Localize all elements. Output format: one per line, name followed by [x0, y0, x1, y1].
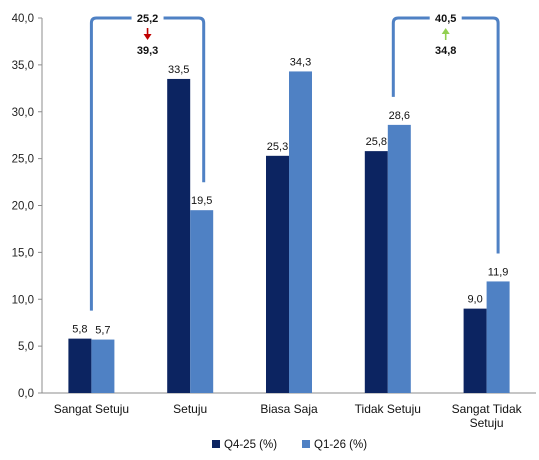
y-tick-label: 35,0 [12, 60, 34, 72]
bar [387, 124, 411, 393]
data-label: 25,8 [366, 136, 387, 148]
annotation-bottom-value: 34,8 [435, 45, 456, 57]
data-label: 5,7 [95, 325, 110, 337]
annotation-top-value: 40,5 [435, 13, 456, 25]
y-tick-label: 25,0 [12, 154, 34, 166]
x-category-label: Setuju [470, 416, 504, 430]
y-tick-label: 5,0 [18, 341, 34, 353]
bar [167, 78, 191, 393]
axes: 0,0 5,0 10,0 15,0 20,0 25,0 30,0 35,0 40,0 Sangat… [12, 13, 536, 430]
bar [463, 308, 487, 393]
y-tick-label: 10,0 [12, 294, 34, 306]
annotation-top-value: 25,2 [137, 13, 158, 25]
bar [364, 151, 388, 393]
x-category-label: Setuju [173, 402, 207, 416]
arrow-down-icon [143, 34, 152, 40]
bar [266, 155, 289, 393]
legend: Q4-25 (%) Q1-26 (%) [212, 439, 367, 451]
annotation-bottom-value: 39,3 [137, 45, 158, 57]
legend-swatch [302, 440, 310, 448]
bars [68, 71, 510, 393]
data-label: 11,9 [488, 266, 509, 278]
y-tick-label: 20,0 [12, 201, 34, 213]
data-label: 28,6 [389, 110, 410, 122]
y-tick-label: 0,0 [18, 388, 34, 400]
bar [68, 338, 92, 393]
x-category-label: Tidak Setuju [355, 402, 421, 416]
y-tick-label: 30,0 [12, 107, 34, 119]
x-category-label: Biasa Saja [260, 402, 318, 416]
data-label: 19,5 [191, 195, 212, 207]
bar [190, 210, 214, 393]
arrow-up-icon [441, 28, 450, 34]
legend-label: Q4-25 (%) [224, 439, 277, 451]
y-tick-label: 40,0 [12, 13, 34, 25]
data-label: 25,3 [267, 141, 288, 153]
annotations: 25,2 39,3 40,5 34,8 [89, 10, 500, 311]
x-category-label: Sangat Setuju [54, 402, 129, 416]
data-label: 33,5 [168, 64, 189, 76]
data-label: 34,3 [290, 56, 311, 68]
annotation-backdrop [429, 10, 462, 24]
legend-label: Q1-26 (%) [314, 439, 367, 451]
annotation-backdrop [131, 10, 164, 24]
legend-swatch [212, 440, 220, 448]
data-labels: 5,8 33,5 25,3 25,8 9,0 5,7 19,5 34,3 28,6 11,9 [72, 56, 508, 336]
data-label: 9,0 [467, 294, 482, 306]
y-tick-label: 15,0 [12, 247, 34, 259]
bar [91, 339, 115, 393]
bar [289, 71, 312, 393]
data-label: 5,8 [72, 324, 87, 336]
bar [486, 281, 510, 393]
x-category-label: Sangat Tidak [452, 402, 523, 416]
